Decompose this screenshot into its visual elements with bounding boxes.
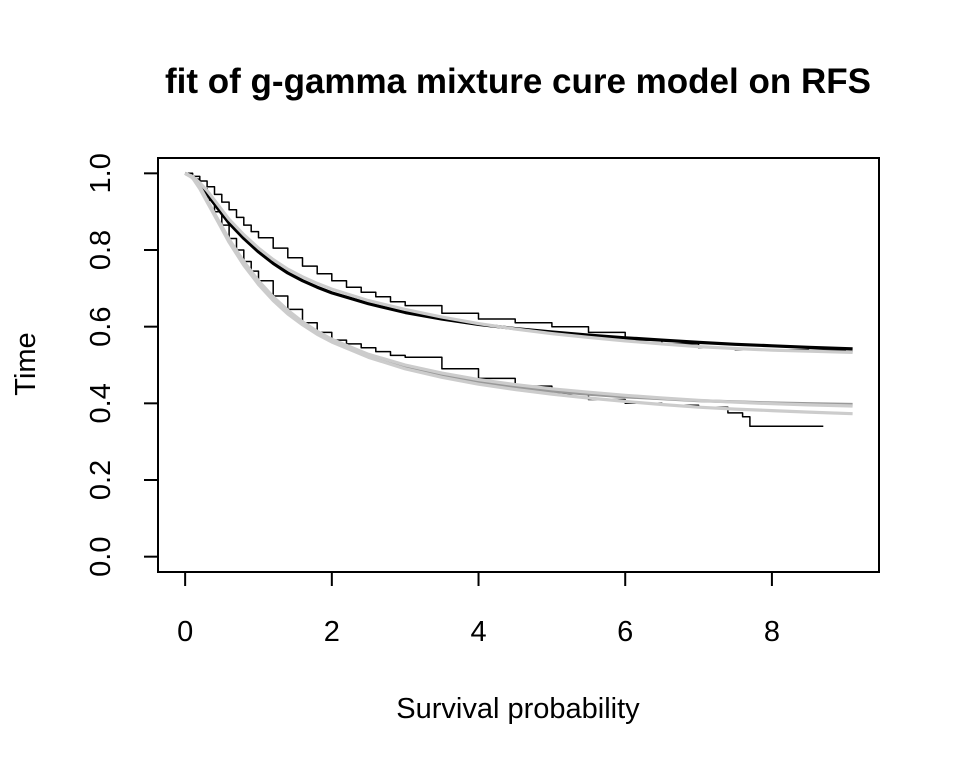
y-axis: 0.0 0.2 0.4 0.6 0.8 1.0 <box>85 153 159 577</box>
series-layer <box>184 171 853 428</box>
series-line-3 <box>184 171 853 351</box>
plot-area <box>157 157 880 573</box>
series-line-4 <box>184 171 853 354</box>
y-tick-label: 0.6 <box>85 307 117 347</box>
series-line-5 <box>184 171 853 407</box>
y-tick-label: 0.4 <box>85 383 117 423</box>
series-line-7 <box>184 171 853 408</box>
x-tick-label: 4 <box>470 616 486 648</box>
x-tick-label: 2 <box>324 616 340 648</box>
x-tick-label: 8 <box>764 616 780 648</box>
x-tick-label: 6 <box>617 616 633 648</box>
series-line-6 <box>184 171 853 416</box>
y-tick-label: 1.0 <box>85 153 117 193</box>
y-axis-label: Time <box>10 332 42 395</box>
y-tick-label: 0.0 <box>85 537 117 577</box>
plot-frame <box>157 157 880 573</box>
y-tick-label: 0.8 <box>85 230 117 270</box>
x-tick-label: 0 <box>177 616 193 648</box>
y-tick-label: 0.2 <box>85 460 117 500</box>
x-axis-label: Survival probability <box>396 693 640 725</box>
x-axis: 0 2 4 6 8 <box>177 571 780 648</box>
series-line-1 <box>185 172 853 353</box>
chart-title: fit of g-gamma mixture cure model on RFS <box>165 62 871 101</box>
